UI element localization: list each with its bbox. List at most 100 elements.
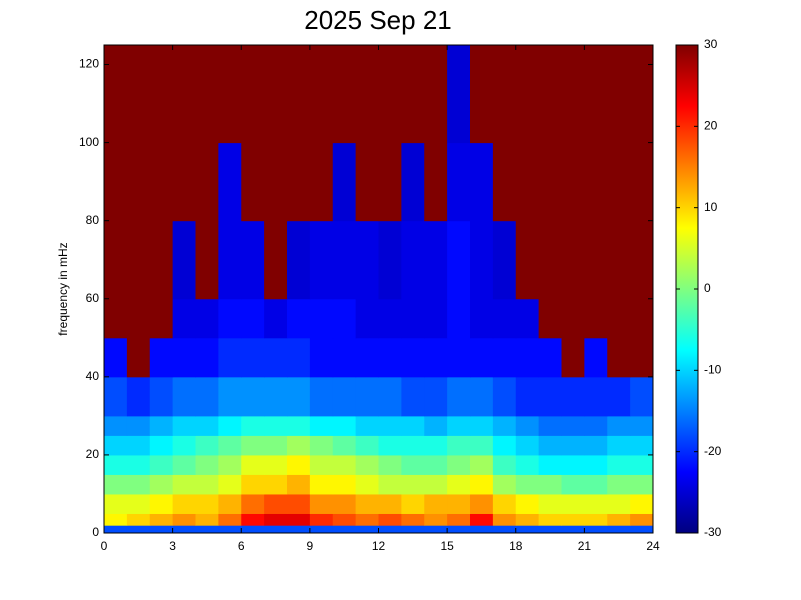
- heatmap-cell: [172, 454, 196, 475]
- x-tick-label: 9: [307, 539, 314, 553]
- x-tick-label: 6: [238, 539, 245, 553]
- heatmap-cell: [584, 142, 608, 222]
- heatmap-cell: [538, 474, 562, 495]
- heatmap-cell: [378, 454, 402, 475]
- heatmap-cell: [195, 298, 219, 339]
- y-tick-label: 120: [79, 57, 99, 71]
- heatmap-cell: [515, 454, 540, 475]
- heatmap-cell: [218, 474, 242, 495]
- heatmap-cell: [378, 525, 402, 534]
- heatmap-cell: [561, 298, 585, 339]
- heatmap-cell: [470, 513, 494, 526]
- heatmap-cell: [561, 337, 585, 378]
- heatmap-cell: [515, 474, 540, 495]
- heatmap-cell: [378, 435, 402, 456]
- heatmap-cell: [241, 337, 265, 378]
- heatmap-cell: [538, 376, 562, 417]
- heatmap-cell: [309, 298, 334, 339]
- heatmap-cell: [241, 513, 265, 526]
- heatmap-cell: [355, 415, 379, 436]
- heatmap-cell: [378, 337, 402, 378]
- heatmap-cell: [287, 415, 311, 436]
- heatmap-cell: [630, 454, 654, 475]
- heatmap-cell: [264, 337, 288, 378]
- heatmap-cell: [355, 454, 379, 475]
- heatmap-cell: [401, 493, 425, 514]
- heatmap-cell: [538, 454, 562, 475]
- heatmap-cell: [332, 220, 357, 300]
- heatmap-cell: [584, 474, 608, 495]
- heatmap-cell: [287, 513, 311, 526]
- y-tick-label: 0: [92, 525, 99, 539]
- heatmap-cell: [355, 474, 379, 495]
- heatmap-cell: [515, 493, 540, 514]
- heatmap-cell: [401, 415, 425, 436]
- heatmap-cell: [218, 298, 242, 339]
- heatmap-cell: [126, 474, 151, 495]
- heatmap-cell: [332, 493, 357, 514]
- heatmap-cell: [607, 220, 631, 300]
- heatmap-cell: [309, 525, 334, 534]
- heatmap-cell: [424, 493, 448, 514]
- heatmap-cell: [309, 45, 334, 144]
- heatmap-cell: [332, 376, 357, 417]
- heatmap-cell: [607, 45, 631, 144]
- heatmap-cell: [126, 298, 151, 339]
- heatmap-cell: [607, 337, 631, 378]
- heatmap-cell: [149, 474, 174, 495]
- heatmap-cell: [378, 298, 402, 339]
- x-tick-label: 12: [372, 539, 386, 553]
- heatmap-cell: [104, 525, 128, 534]
- heatmap-cell: [126, 220, 151, 300]
- heatmap-cell: [424, 474, 448, 495]
- heatmap-cell: [378, 142, 402, 222]
- y-axis-label: frequency in mHz: [56, 242, 70, 335]
- heatmap-cell: [401, 474, 425, 495]
- heatmap-cell: [447, 337, 471, 378]
- heatmap-cell: [287, 142, 311, 222]
- heatmap-cell: [195, 376, 219, 417]
- heatmap-cell: [332, 415, 357, 436]
- heatmap-cell: [515, 220, 540, 300]
- heatmap-cell: [287, 435, 311, 456]
- heatmap-cell: [401, 513, 425, 526]
- heatmap-cell: [241, 435, 265, 456]
- heatmap-cell: [561, 45, 585, 144]
- heatmap-cell: [126, 415, 151, 436]
- heatmap-cell: [241, 220, 265, 300]
- heatmap-cell: [561, 376, 585, 417]
- heatmap-cell: [355, 493, 379, 514]
- heatmap-cell: [309, 415, 334, 436]
- heatmap-cell: [264, 376, 288, 417]
- heatmap-cell: [172, 493, 196, 514]
- heatmap-cell: [401, 454, 425, 475]
- heatmap-cell: [264, 493, 288, 514]
- heatmap-cell: [584, 220, 608, 300]
- heatmap-cell: [218, 337, 242, 378]
- heatmap-cell: [104, 454, 128, 475]
- heatmap-cell: [515, 415, 540, 436]
- heatmap-cell: [447, 454, 471, 475]
- heatmap-cell: [332, 298, 357, 339]
- heatmap-cell: [424, 435, 448, 456]
- heatmap-cell: [309, 454, 334, 475]
- heatmap-cell: [538, 45, 562, 144]
- heatmap-cell: [492, 474, 517, 495]
- heatmap-cell: [218, 435, 242, 456]
- heatmap-cell: [378, 493, 402, 514]
- heatmap-cell: [607, 525, 631, 534]
- x-tick-label: 18: [509, 539, 523, 553]
- heatmap-cell: [149, 45, 174, 144]
- heatmap-cell: [515, 298, 540, 339]
- heatmap-cell: [630, 45, 654, 144]
- heatmap-cell: [515, 513, 540, 526]
- heatmap-cell: [195, 337, 219, 378]
- heatmap-cell: [309, 337, 334, 378]
- heatmap-cell: [492, 376, 517, 417]
- heatmap-cell: [424, 415, 448, 436]
- heatmap-cell: [172, 45, 196, 144]
- heatmap-cell: [149, 298, 174, 339]
- heatmap-cell: [538, 298, 562, 339]
- heatmap-cell: [309, 220, 334, 300]
- heatmap-cell: [492, 493, 517, 514]
